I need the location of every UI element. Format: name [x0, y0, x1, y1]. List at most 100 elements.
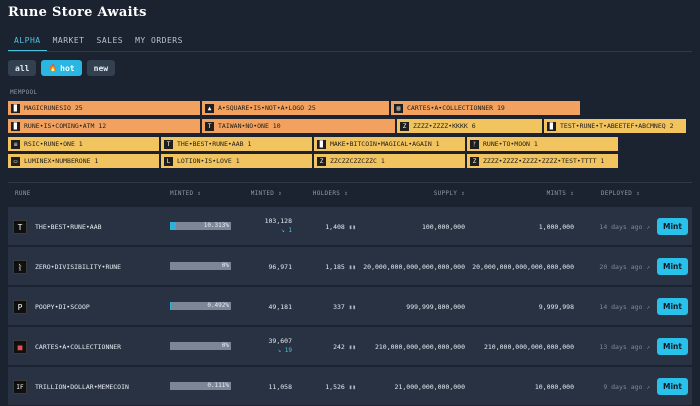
rune-logo-icon: ᚱ: [13, 260, 27, 274]
mempool-cell[interactable]: ▉ TEST•RUNE•T•ABEETEF•ABCMNEQ 2: [543, 118, 687, 134]
rune-icon: ≡: [11, 139, 20, 149]
col-minted-pct[interactable]: MINTED ⇕: [170, 190, 202, 197]
mempool-cell-label: RUNE•IS•COMING•ATM 12: [24, 122, 107, 130]
tab-my-orders[interactable]: MY ORDERS: [135, 36, 183, 45]
table-row[interactable]: P POOPY•DI•SCOOP 0.492% 49,181 337 ▮▮ 99…: [8, 287, 692, 326]
rune-icon: Z: [400, 121, 409, 131]
mempool-cell[interactable]: ▤ CARTES•A•COLLECTIONNER 19: [390, 100, 581, 116]
supply-value: 21,000,000,000,000: [394, 383, 465, 391]
filter-hot-button[interactable]: 🔥 hot: [41, 60, 82, 76]
mempool-cell[interactable]: Z ZZZZ•ZZZZ•KKKK 6: [396, 118, 543, 134]
external-link-icon[interactable]: ↗: [646, 224, 650, 231]
col-holders[interactable]: HOLDERS ⇕: [312, 190, 348, 197]
mempool-cell[interactable]: ≡ RSIC•RUNE•ONE 1: [7, 136, 160, 152]
minted-count: 49,181: [268, 303, 292, 311]
rune-icon: Z: [470, 156, 479, 166]
filter-hot-label: hot: [60, 63, 75, 73]
deployed-time: 13 days ago ↗: [599, 343, 650, 351]
col-deployed[interactable]: DEPLOYED ⇕: [600, 190, 640, 197]
rune-name[interactable]: TRILLION•DOLLAR•MEMECOIN: [35, 383, 129, 391]
nav-divider: [8, 51, 692, 52]
fire-icon: 🔥: [48, 64, 58, 72]
deployed-time: 14 days ago ↗: [599, 223, 650, 231]
mempool-cell-label: ZZCZZCZZCZZC 1: [330, 157, 385, 165]
mempool-cell[interactable]: ▲ A•SQUARE•IS•NOT•A•LOGO 25: [201, 100, 390, 116]
tab-market[interactable]: MARKET: [52, 36, 85, 45]
mempool-cell[interactable]: ▉ RUNE•IS•COMING•ATM 12: [7, 118, 201, 134]
mempool-cell[interactable]: ▭ LUMINEX•NUMBERONE 1: [7, 153, 160, 169]
bar-chart-icon[interactable]: ▮▮: [348, 384, 356, 391]
filter-bar: all 🔥 hot new: [8, 60, 116, 76]
mint-button[interactable]: Mint: [657, 258, 688, 275]
tab-sales[interactable]: SALES: [96, 36, 124, 45]
mempool-cell[interactable]: T THE•BEST•RUNE•AAB 1: [160, 136, 313, 152]
col-mints[interactable]: MINTS ⇕: [546, 190, 574, 197]
minted-pending: ↘ 1: [281, 227, 292, 234]
mempool-cell[interactable]: Z ZZCZZCZZCZZC 1: [313, 153, 466, 169]
mints-value: 9,999,998: [538, 303, 574, 311]
rune-icon: ▤: [394, 103, 403, 113]
mint-button[interactable]: Mint: [657, 378, 688, 395]
rune-icon: Z: [317, 156, 326, 166]
mint-button[interactable]: Mint: [657, 298, 688, 315]
rune-logo-icon: ■: [13, 340, 27, 354]
bar-chart-icon[interactable]: ▮▮: [348, 264, 356, 271]
mint-button[interactable]: Mint: [657, 338, 688, 355]
mempool-cell[interactable]: T TAIWAN•NO•ONE 10: [201, 118, 396, 134]
table-row[interactable]: ᚱ ZERO•DIVISIBILITY•RUNE 0% 96,971 1,185…: [8, 247, 692, 286]
mint-button[interactable]: Mint: [657, 218, 688, 235]
main-nav: ALPHA MARKET SALES MY ORDERS: [8, 36, 189, 51]
rune-name[interactable]: ZERO•DIVISIBILITY•RUNE: [35, 263, 122, 271]
rune-logo-icon: P: [13, 300, 27, 314]
mempool-cell[interactable]: L LOTION•IS•LOVE 1: [160, 153, 313, 169]
mempool-cell[interactable]: ▉ MAGICRUNESIO 25: [7, 100, 201, 116]
mempool-cell-label: CARTES•A•COLLECTIONNER 19: [407, 104, 505, 112]
rune-icon: ▉: [547, 121, 556, 131]
filter-new-button[interactable]: new: [86, 60, 116, 76]
filter-new-label: new: [93, 63, 109, 73]
bar-chart-icon[interactable]: ▮▮: [348, 304, 356, 311]
mempool-cell[interactable]: Z ZZZZ•ZZZZ•ZZZZ•ZZZZ•TEST•TTTT 1: [466, 153, 619, 169]
external-link-icon[interactable]: ↗: [646, 304, 650, 311]
supply-value: 999,999,800,000: [406, 303, 465, 311]
minted-progress-bar: 10.313%: [170, 222, 231, 230]
minted-pending: ↘ 19: [277, 347, 292, 354]
rune-table: T THE•BEST•RUNE•AAB 10.313% 103,128 ↘ 1 …: [8, 207, 692, 406]
table-row[interactable]: T THE•BEST•RUNE•AAB 10.313% 103,128 ↘ 1 …: [8, 207, 692, 246]
external-link-icon[interactable]: ↗: [646, 344, 650, 351]
external-link-icon[interactable]: ↗: [646, 384, 650, 391]
app-title: Rune Store Awaits: [8, 5, 147, 20]
minted-progress-bar: 0.492%: [170, 302, 231, 310]
rune-name[interactable]: POOPY•DI•SCOOP: [35, 303, 90, 311]
mempool-cell[interactable]: ▉ MAKE•BITCOIN•MAGICAL•AGAIN 1: [313, 136, 466, 152]
minted-progress-bar: 0.111%: [170, 382, 231, 390]
mints-value: 10,000,000: [534, 383, 574, 391]
table-row[interactable]: ■ CARTES•A•COLLECTIONNER 0% 39,607 ↘ 19 …: [8, 327, 692, 366]
bar-chart-icon[interactable]: ▮▮: [348, 344, 356, 351]
deployed-time: 20 days ago ↗: [599, 263, 650, 271]
mempool-cell[interactable]: ᚠ RUNE•TO•MOON 1: [466, 136, 619, 152]
filter-all-button[interactable]: all: [8, 60, 37, 76]
mempool-cell-label: ZZZZ•ZZZZ•KKKK 6: [413, 122, 476, 130]
col-supply[interactable]: SUPPLY ⇕: [433, 190, 465, 197]
minted-count: 39,607: [268, 337, 292, 345]
tab-alpha[interactable]: ALPHA: [8, 36, 47, 51]
bar-chart-icon[interactable]: ▮▮: [348, 224, 356, 231]
rune-icon: ▭: [11, 156, 20, 166]
mempool-cell-label: LOTION•IS•LOVE 1: [177, 157, 240, 165]
holders-count: 337 ▮▮: [333, 303, 356, 311]
rune-icon: T: [205, 121, 214, 131]
mempool-cell-label: ZZZZ•ZZZZ•ZZZZ•ZZZZ•TEST•TTTT 1: [483, 157, 605, 165]
rune-name[interactable]: CARTES•A•COLLECTIONNER: [35, 343, 122, 351]
rune-icon: ᚠ: [470, 139, 479, 149]
mempool-treemap: ▉ MAGICRUNESIO 25 ▲ A•SQUARE•IS•NOT•A•LOGO…: [7, 100, 687, 172]
col-minted[interactable]: MINTED ⇕: [250, 190, 282, 197]
mints-value: 20,000,000,000,000,000,000: [472, 263, 574, 271]
rune-logo-icon: IF: [13, 380, 27, 394]
rune-name[interactable]: THE•BEST•RUNE•AAB: [35, 223, 102, 231]
col-rune[interactable]: RUNE: [15, 190, 31, 197]
external-link-icon[interactable]: ↗: [646, 264, 650, 271]
table-row[interactable]: IF TRILLION•DOLLAR•MEMECOIN 0.111% 11,05…: [8, 367, 692, 406]
holders-count: 242 ▮▮: [333, 343, 356, 351]
rune-icon: ▉: [317, 139, 326, 149]
